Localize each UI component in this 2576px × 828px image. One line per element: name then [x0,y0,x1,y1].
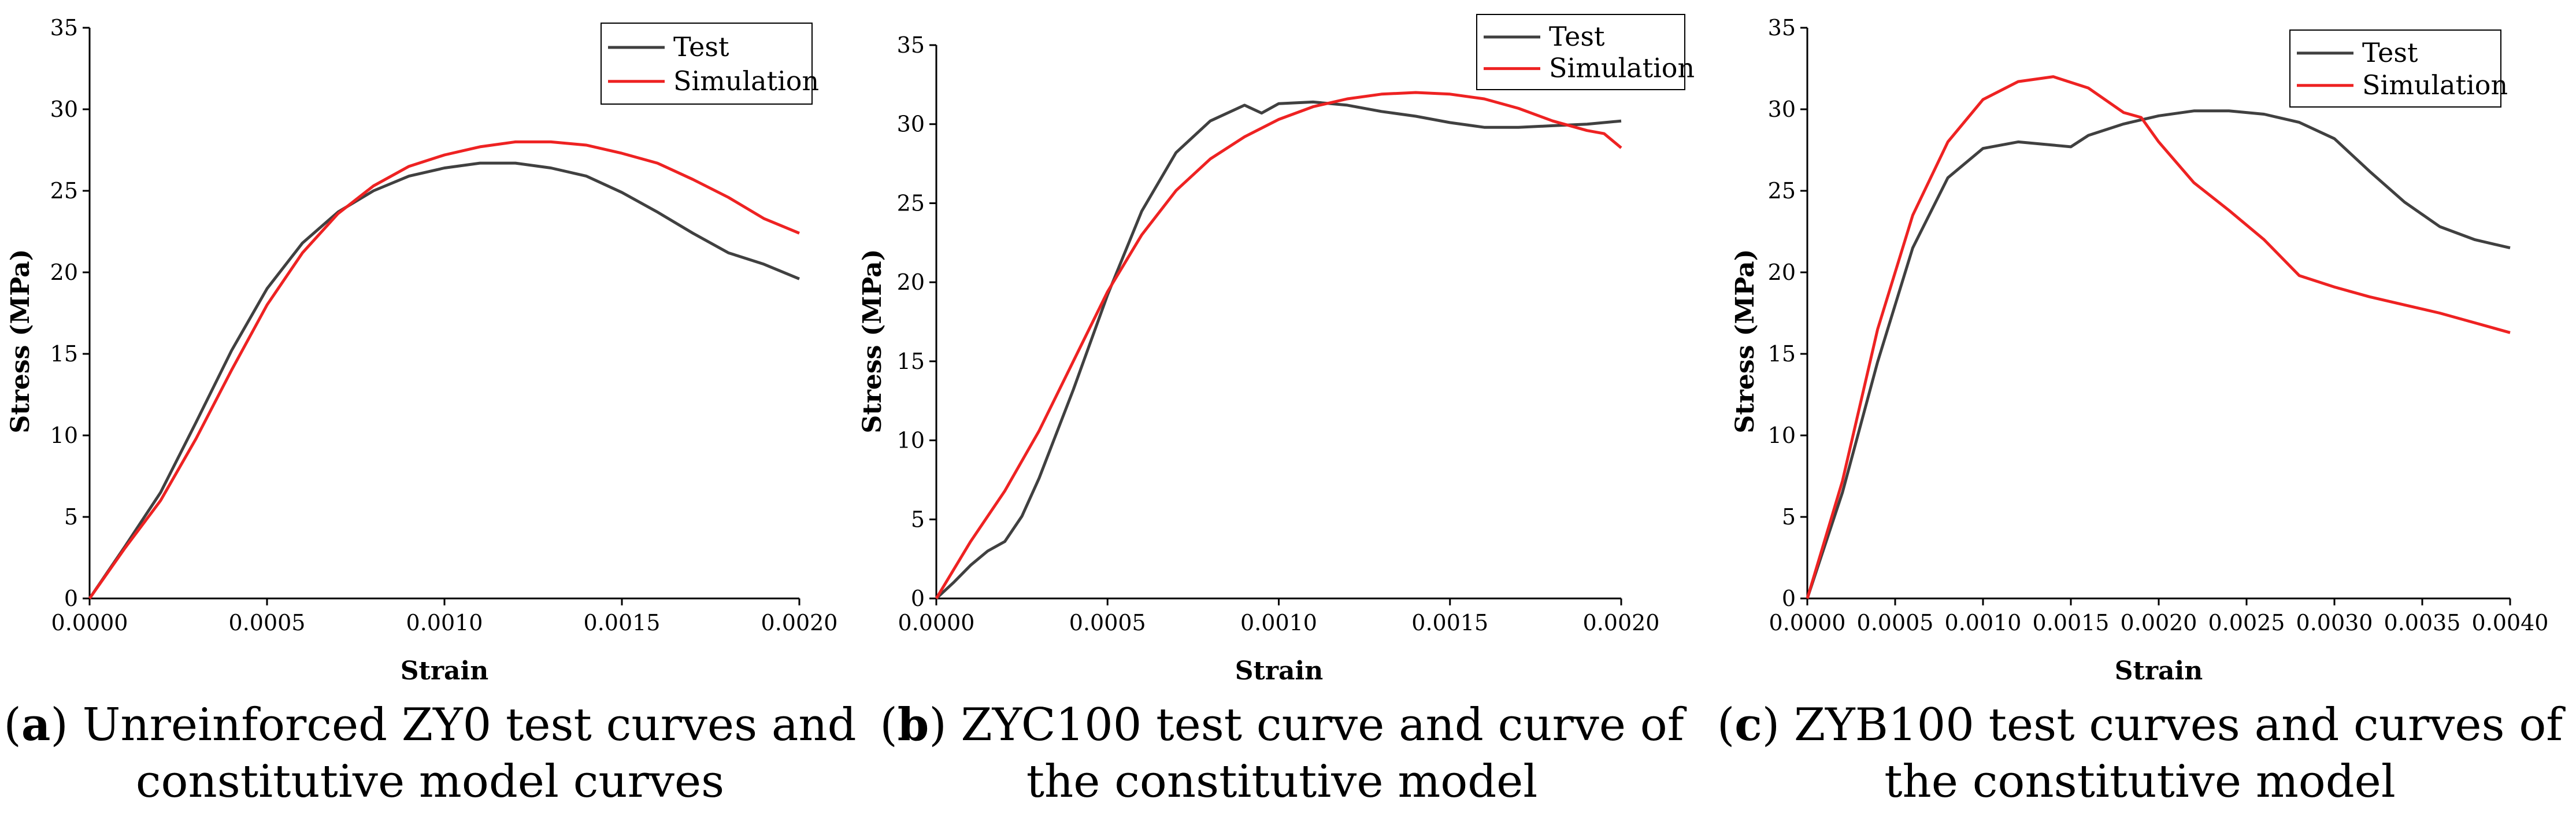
x-tick-labels: 0.0000 0.0005 0.0010 0.0015 0.0020 [898,598,1660,635]
caption-text: ) ZYC100 test curve and curve of the con… [929,699,1684,808]
y-tick-label: 0 [64,586,78,611]
y-tick-label: 15 [1768,341,1796,367]
y-tick-labels: 0 5 10 15 20 25 30 35 [897,32,936,611]
x-tick-label: 0.0000 [51,610,128,635]
y-tick-label: 25 [1768,178,1796,204]
panel-a: Stress (MPa) 0 5 10 15 20 25 30 35 0.0000 0.0005… [6,15,837,686]
x-tick-label: 0.0020 [2121,610,2197,635]
legend-box [2289,29,2501,108]
y-axis-title: Stress (MPa) [858,249,887,434]
y-tick-label: 20 [897,269,925,295]
y-tick-label: 25 [897,190,925,216]
y-tick-label: 10 [897,428,925,453]
caption-b: (b) ZYC100 test curve and curve of the c… [880,698,1684,808]
series-line-test [1806,109,2511,599]
plot-area [935,45,1622,600]
y-tick-label: 30 [897,112,925,137]
plot-area [1806,28,2511,600]
x-tick-label: 0.0030 [2296,610,2373,635]
y-tick-labels: 0 5 10 15 20 25 30 35 [1768,15,1807,611]
x-tick-label: 0.0015 [1411,610,1488,635]
y-tick-label: 10 [50,423,78,448]
x-tick-label: 0.0000 [898,610,975,635]
x-tick-label: 0.0005 [1857,610,1934,635]
legend-label-simulation: Simulation [2362,69,2508,101]
x-tick-labels: 0.0000 0.0005 0.0010 0.0015 0.0020 0.0025 0.00… [1769,598,2549,635]
caption-text: ) Unreinforced ZY0 test curves and const… [50,699,857,808]
x-tick-label: 0.0015 [584,610,661,635]
series-line-test [935,100,1622,600]
y-tick-label: 25 [50,178,78,204]
x-axis-title: Strain [401,656,489,686]
legend-box [1476,14,1685,90]
series-line-test [88,161,800,600]
y-tick-label: 20 [50,260,78,285]
y-tick-label: 0 [1782,586,1796,611]
y-tick-label: 5 [1782,504,1796,530]
x-tick-label: 0.0005 [1069,610,1146,635]
x-tick-label: 0.0005 [229,610,306,635]
y-tick-label: 15 [897,349,925,374]
x-tick-labels: 0.0000 0.0005 0.0010 0.0015 0.0020 [51,598,838,635]
x-tick-label: 0.0010 [406,610,483,635]
legend-label-test: Test [2362,37,2418,68]
y-tick-label: 30 [50,97,78,122]
x-axis-title: Strain [1235,656,1324,686]
legend-box [601,23,813,105]
y-tick-label: 15 [50,341,78,367]
panel-b: Stress (MPa) 0 5 10 15 20 25 30 35 0.0000 0.0005… [858,14,1695,686]
plot-area [88,28,800,600]
panel-c: Stress (MPa) 0 5 10 15 20 25 30 35 0.0000 0.0005… [1730,15,2548,686]
y-tick-label: 20 [1768,260,1796,285]
caption-text: ) ZYB100 test curves and curves of the c… [1762,699,2563,808]
y-tick-label: 0 [911,586,925,611]
y-tick-labels: 0 5 10 15 20 25 30 35 [50,15,90,611]
x-tick-label: 0.0040 [2472,610,2549,635]
y-tick-label: 30 [1768,97,1796,122]
y-tick-label: 35 [1768,15,1796,40]
caption-label: a [21,698,51,751]
series-line-simulation [88,140,800,600]
legend-label-test: Test [1549,21,1605,52]
x-tick-label: 0.0020 [761,610,838,635]
series-line-simulation [935,91,1622,600]
x-tick-label: 0.0000 [1769,610,1846,635]
x-tick-label: 0.0025 [2208,610,2285,635]
y-tick-label: 5 [64,504,78,530]
x-tick-label: 0.0015 [2033,610,2110,635]
caption-c: (c) ZYB100 test curves and curves of the… [1717,698,2563,808]
y-axis-title: Stress (MPa) [1730,249,1760,434]
legend-label-test: Test [673,31,729,62]
caption-label: c [1734,698,1762,751]
y-tick-label: 10 [1768,423,1796,448]
legend-label-simulation: Simulation [673,65,819,97]
x-tick-label: 0.0035 [2384,610,2461,635]
series-line-simulation [1806,75,2511,599]
x-tick-label: 0.0020 [1583,610,1660,635]
x-tick-label: 0.0010 [1240,610,1317,635]
y-tick-label: 35 [897,32,925,58]
x-axis-title: Strain [2115,656,2203,686]
y-tick-label: 5 [911,507,925,532]
legend-label-simulation: Simulation [1549,53,1695,84]
y-axis-title: Stress (MPa) [6,249,35,434]
y-tick-label: 35 [50,15,78,40]
x-tick-label: 0.0010 [1945,610,2022,635]
caption-label: b [897,698,929,751]
caption-a: (a) Unreinforced ZY0 test curves and con… [3,698,857,808]
